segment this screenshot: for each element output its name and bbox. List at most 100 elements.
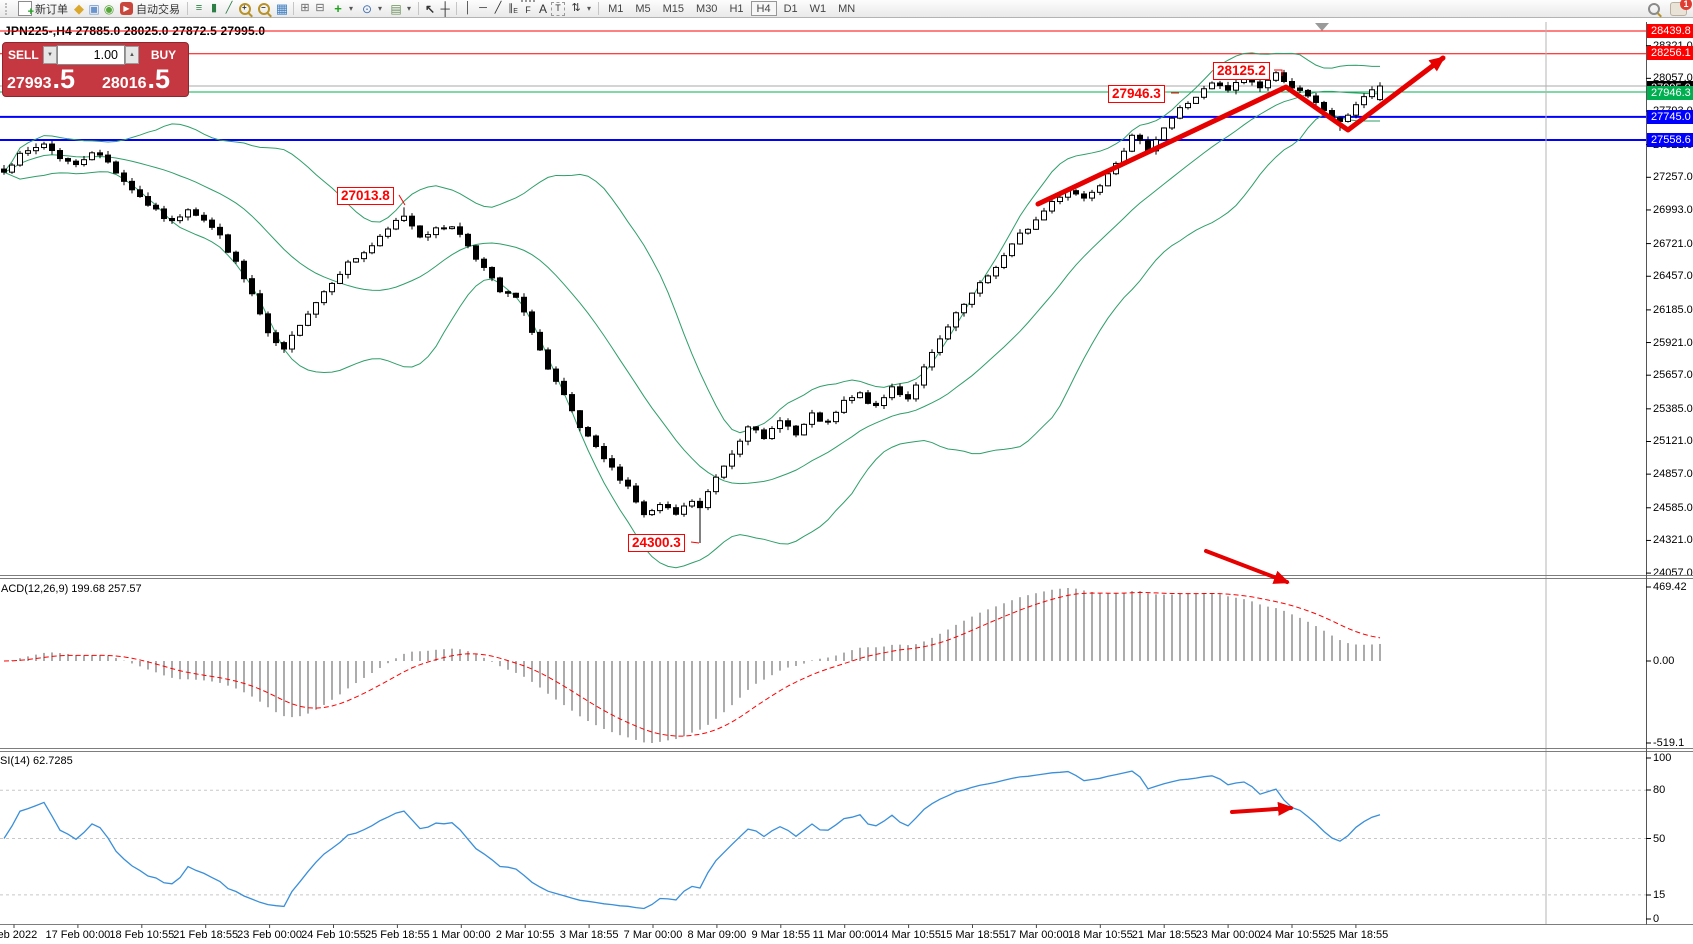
annotation-leader [690,541,700,544]
arrows-tool-button[interactable]: ⇅ ▾ [566,1,594,17]
candle-body [1369,89,1375,98]
price-tick-label: 25121.0 [1653,435,1693,448]
arrows-tool-icon: ⇅ [571,2,581,14]
time-axis-label: 8 Mar 09:00 [687,929,747,941]
timeframe-button-m5[interactable]: M5 [635,2,651,15]
price-annotation-box[interactable]: 24300.3 [628,534,685,552]
timeframe-button-m30[interactable]: M30 [696,2,718,15]
timeframe-button-m15[interactable]: M15 [662,2,685,15]
buy-price[interactable]: 28016.5 [102,64,171,94]
candle-body [601,445,607,460]
indicators-button[interactable]: + ▾ [328,1,356,17]
price-annotation-box[interactable]: 28125.2 [1213,62,1270,80]
candle-body [593,435,599,447]
line-chart-icon[interactable]: ╱ [225,2,233,14]
price-trend-arrow[interactable] [1035,55,1446,207]
signals-icon[interactable]: ◉ [103,1,115,16]
candle-body [417,225,423,238]
timeframe-button-h4[interactable]: H4 [750,1,777,16]
candle-body [1169,117,1175,129]
candle-body [321,291,327,304]
chart-shift-icon[interactable]: ⊟ [315,2,325,14]
candle-body [705,491,711,509]
sell-button[interactable]: SELL [8,47,39,62]
trendline-icon[interactable]: ╱ [494,2,502,14]
candle-body [881,397,887,407]
price-badge: 28256.1 [1647,46,1693,60]
candle-body [1137,134,1143,141]
timeframe-button-mn[interactable]: MN [838,2,856,15]
chevron-down-icon: ▾ [349,4,354,13]
buy-button[interactable]: BUY [150,47,177,62]
rsi-trend-arrow[interactable] [1230,801,1294,816]
auto-scroll-icon[interactable]: ⊞ [300,2,310,14]
candle-body [1057,196,1063,203]
candle-body [57,150,63,160]
timeframe-button-m1[interactable]: M1 [608,2,624,15]
search-icon[interactable] [1648,2,1660,15]
candle-body [433,227,439,236]
periods-button[interactable]: ⊙ ▾ [357,1,385,17]
time-axis-label: 21 Feb 18:55 [173,929,239,941]
candlestick-chart-icon[interactable]: ▮ [210,2,218,14]
notifications-icon[interactable]: 1 [1670,0,1692,16]
candle-body [913,384,919,400]
indicators-icon: + [334,1,342,16]
volume-decrease-button[interactable]: ▼ [43,45,57,64]
candle-body [713,476,719,493]
timeframe-button-h1[interactable]: H1 [729,2,744,15]
bars-chart-icon[interactable]: ≡ [195,2,203,14]
candle-body [1001,255,1007,268]
cursor-icon[interactable]: ↖ [425,1,436,16]
price-tick-label: 24321.0 [1653,534,1693,547]
templates-icon: ▤ [390,1,402,16]
timeframe-button-d1[interactable]: D1 [783,2,798,15]
new-order-button[interactable]: + 新订单 [15,1,71,18]
candle-body [1089,191,1095,199]
tile-windows-icon[interactable]: ▦ [275,1,289,16]
macd-trend-arrow[interactable] [1204,549,1290,584]
candle-body [25,150,31,154]
candle-body [1345,114,1351,122]
new-order-icon: + [18,1,34,18]
zoom-in-icon[interactable]: + [239,2,251,15]
metaeditor-icon[interactable]: ◆ [74,1,84,16]
sell-price[interactable]: 27993.5 [7,64,76,94]
equidistant-channel-icon[interactable]: ∥ E [508,2,518,15]
chart-shift-marker[interactable] [1315,23,1329,31]
text-icon[interactable]: A [539,1,548,16]
volume-increase-button[interactable]: ▲ [125,45,139,64]
timeframe-button-w1[interactable]: W1 [809,2,827,15]
price-annotation-box[interactable]: 27013.8 [337,187,394,205]
time-axis-label: 17 Mar 00:00 [1003,929,1069,941]
candle-body [409,215,415,227]
horizontal-line-icon[interactable]: ─ [479,2,487,14]
time-axis-label: 11 Mar 00:00 [812,929,877,941]
candle-body [129,180,135,191]
candle-body [113,161,119,174]
time-axis-label: 15 Mar 18:55 [940,929,1005,941]
templates-button[interactable]: ▤ ▾ [386,1,414,17]
spin-up-icon: ▲ [129,51,135,58]
candle-body [1049,201,1055,212]
volume-input[interactable] [57,44,125,65]
toolbar-grip[interactable] [5,2,12,15]
candle-body [65,158,71,162]
candle-body [193,209,199,216]
crosshair-icon[interactable]: ┼ [440,1,450,16]
time-axis-label: 1 Mar 00:00 [431,929,491,941]
candle-body [721,465,727,478]
fibonacci-icon[interactable]: F [521,0,536,17]
zoom-out-icon[interactable]: − [258,2,270,15]
vertical-line-icon[interactable]: │ [464,2,472,14]
price-annotation-box[interactable]: 27946.3 [1108,85,1165,103]
candle-body [497,277,503,293]
market-icon[interactable]: ▣ [88,1,100,16]
candle-body [785,420,791,427]
candle-body [1161,127,1167,141]
candle-body [697,500,703,509]
autotrading-button[interactable]: ▶ 自动交易 [117,1,183,17]
annotation-leader [1274,69,1283,76]
text-label-icon[interactable]: T [551,1,566,16]
